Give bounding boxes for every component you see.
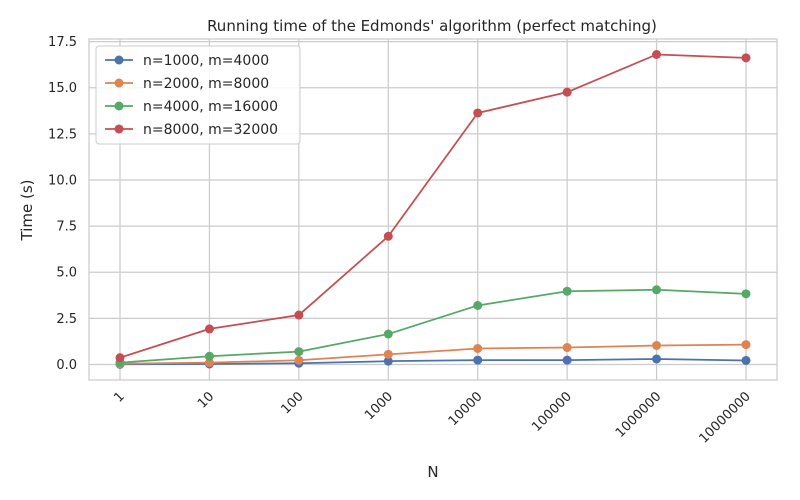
data-point [473, 300, 483, 310]
data-point [741, 53, 751, 63]
data-point [473, 343, 483, 353]
legend-marker [114, 78, 124, 88]
y-axis-ticks: 0.0 2.5 5.0 7.5 10.0 12.5 15.0 17.5 [48, 35, 77, 373]
data-point [741, 289, 751, 299]
legend-label: n=4000, m=16000 [143, 99, 278, 115]
legend-item: n=8000, m=32000 [105, 122, 278, 138]
data-point [204, 324, 214, 334]
y-tick-label: 0.0 [56, 358, 77, 373]
data-point [294, 355, 304, 365]
data-point [115, 353, 125, 363]
legend-label: n=8000, m=32000 [143, 122, 278, 138]
data-point [652, 285, 662, 295]
data-point [741, 355, 751, 365]
y-tick-label: 7.5 [56, 220, 77, 235]
chart-title: Running time of the Edmonds' algorithm (… [207, 17, 657, 35]
data-point [383, 356, 393, 366]
plot-frame [88, 38, 778, 381]
y-tick-label: 17.5 [48, 35, 77, 50]
data-point [562, 343, 572, 353]
data-point [562, 355, 572, 365]
legend-box [95, 45, 301, 145]
series-line [119, 53, 747, 359]
legend-marker [114, 101, 124, 111]
data-point [652, 340, 662, 350]
data-point [652, 354, 662, 364]
x-axis-title: N [427, 463, 438, 481]
y-axis-title: Time (s) [18, 180, 36, 242]
y-tick-label: 12.5 [48, 127, 77, 142]
data-point [652, 50, 662, 59]
legend-marker [114, 55, 124, 65]
y-tick-label: 10.0 [48, 173, 77, 188]
data-point [562, 87, 572, 97]
y-tick-label: 2.5 [56, 312, 77, 327]
y-tick-label: 5.0 [56, 266, 77, 281]
data-point [383, 349, 393, 359]
data-point [294, 347, 304, 357]
data-point [383, 231, 393, 241]
legend-marker [114, 124, 124, 134]
series-layer [115, 50, 751, 369]
legend-item: n=2000, m=8000 [105, 76, 269, 92]
data-point [294, 310, 304, 320]
legend-label: n=1000, m=4000 [143, 53, 269, 69]
legend-item: n=4000, m=16000 [105, 99, 278, 115]
series-line [119, 358, 747, 366]
data-point [562, 286, 572, 296]
series-line [119, 343, 747, 365]
legend-label: n=2000, m=8000 [143, 76, 269, 92]
data-point [204, 358, 214, 368]
data-point [741, 340, 751, 350]
legend-item: n=1000, m=4000 [105, 53, 269, 69]
series-3 [115, 285, 751, 368]
data-point [383, 329, 393, 339]
data-point [473, 355, 483, 365]
data-point [204, 351, 214, 361]
data-point [473, 108, 483, 118]
series-4 [115, 50, 751, 363]
series-line [119, 288, 747, 364]
legend: n=1000, m=4000 n=2000, m=8000 n=4000, m=16… [95, 45, 301, 145]
y-tick-label: 15.0 [48, 81, 77, 96]
